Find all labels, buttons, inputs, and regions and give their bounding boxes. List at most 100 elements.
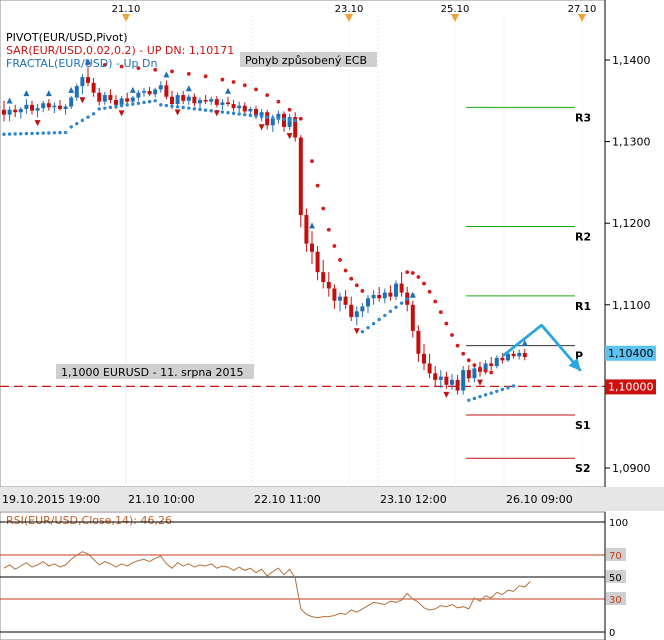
fractal-trail-dot	[91, 112, 96, 116]
fractal-trail-dot	[511, 384, 516, 388]
sar-dot	[450, 333, 454, 337]
sar-dot	[349, 276, 354, 281]
rsi-level-label: 30	[609, 595, 622, 606]
fractal-trail-dot	[52, 131, 57, 135]
sar-dot	[416, 275, 421, 279]
candle-body	[114, 99, 118, 105]
sar-dot	[298, 116, 303, 121]
candle-body	[489, 363, 494, 366]
fractal-trail-dot	[147, 99, 152, 104]
rsi-level-tag	[606, 592, 626, 605]
fractal-up-icon	[225, 87, 231, 94]
fractal-up-icon	[68, 86, 75, 93]
fractal-trail-dot	[377, 317, 381, 322]
fractal-trail-dot	[276, 116, 281, 121]
candle-body	[382, 292, 387, 299]
fractal-down-icon	[353, 328, 360, 335]
rsi-level-tag	[606, 548, 626, 561]
fractal-up-icon	[409, 291, 416, 298]
candle-body	[41, 103, 46, 109]
candle-body	[472, 368, 477, 379]
fractal-trail-dot	[226, 111, 230, 115]
price-axis: 1,1400 1,1300 1,1200 1,1100 1,0900	[604, 0, 651, 487]
ecb-annotation-bg	[240, 52, 377, 67]
candle-body	[214, 99, 219, 105]
fractal-down-icon	[258, 124, 265, 131]
fractal-down-icon	[213, 110, 220, 117]
candle-body	[86, 77, 90, 83]
sar-indicator-label: SAR(EUR/USD,0.02,0.2) - UP DN: 1,10171	[6, 44, 234, 57]
fractal-trail-dot	[69, 125, 73, 129]
fractal-up-icon	[85, 58, 91, 65]
fractal-trail-dot	[41, 131, 45, 135]
fractal-trail-dot	[13, 132, 17, 136]
fractal-trail-dot	[63, 130, 68, 135]
sar-dot	[410, 271, 415, 275]
candle-body	[35, 108, 40, 111]
sar-dot	[455, 343, 460, 348]
candle-body	[517, 352, 522, 357]
rsi-label: RSI(EUR/USD,Close,14): 46,26	[6, 514, 172, 527]
time-tick-label: 21.10 10:00	[128, 493, 195, 506]
fractal-trail-dot	[103, 106, 107, 110]
candle-body	[270, 118, 275, 126]
candle-body	[130, 97, 135, 102]
fractal-up-icon	[521, 339, 528, 346]
price-tick-label: 1,1200	[612, 217, 651, 230]
fractal-trail-dot	[175, 105, 180, 109]
candle-body	[315, 251, 320, 273]
candle-body	[349, 304, 354, 318]
fractal-trail-dot	[231, 111, 236, 116]
sar-dot	[326, 227, 331, 232]
top-date-label: 21.10	[112, 4, 141, 15]
candle-body	[170, 96, 174, 105]
fractal-down-icon	[477, 379, 483, 386]
sar-dot	[478, 366, 482, 371]
date-marker-icon	[451, 14, 459, 22]
rsi-level-tag	[606, 570, 626, 583]
forecast-line	[501, 323, 582, 372]
candle-body	[209, 99, 214, 102]
candle-body	[248, 108, 253, 112]
fractal-trail-dot	[500, 387, 505, 392]
sar-dot	[287, 107, 292, 112]
candle-body	[74, 86, 79, 98]
candle-body	[354, 311, 359, 318]
sar-dot	[489, 370, 494, 375]
candle-body	[399, 283, 404, 293]
candle-body	[108, 95, 113, 100]
fractal-trail-dot	[114, 104, 118, 109]
pivot-level-label: R2	[575, 230, 591, 243]
fractal-trail-dot	[388, 309, 393, 314]
sar-dot	[310, 159, 314, 164]
candle-body	[97, 92, 102, 102]
fractal-trail-dot	[489, 391, 493, 395]
fractal-down-icon	[174, 109, 181, 116]
candle-body	[343, 296, 348, 305]
fractal-trail-dot	[399, 301, 404, 305]
top-date-axis: 21.10 23.10 25.10 27.10	[112, 4, 596, 487]
date-marker-icon	[578, 14, 586, 22]
fractal-trail-dot	[47, 131, 51, 135]
sar-dot	[461, 351, 466, 356]
fractal-trail-dot	[282, 117, 286, 121]
fractal-indicator-label: FRACTAL(EUR/USD) - Up Dn	[6, 57, 157, 70]
support-annotation-bg	[56, 364, 254, 379]
candle-body	[242, 105, 247, 112]
forecast-arrow	[501, 323, 582, 372]
candle-body	[494, 357, 499, 366]
candle-body	[142, 91, 146, 93]
candle-body	[119, 98, 124, 105]
fractal-trail-dot	[30, 131, 34, 136]
sar-dot	[354, 283, 359, 288]
candle-body	[153, 89, 158, 95]
support-annotation: 1,1000 EURUSD - 11. srpna 2015	[56, 364, 254, 379]
pivot-level-label: P	[575, 350, 583, 363]
candle-body	[326, 281, 331, 289]
candle-body	[287, 117, 292, 127]
sar-dot	[466, 358, 471, 363]
candle-body	[522, 352, 527, 358]
candle-body	[125, 98, 130, 102]
